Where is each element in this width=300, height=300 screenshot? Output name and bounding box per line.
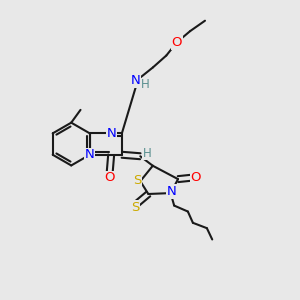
Text: N: N	[166, 185, 176, 198]
Text: N: N	[131, 74, 141, 87]
Text: H: H	[141, 78, 150, 91]
Text: H: H	[142, 147, 151, 160]
Text: N: N	[106, 127, 116, 140]
Text: O: O	[172, 36, 182, 49]
Text: N: N	[85, 148, 94, 161]
Text: O: O	[104, 171, 115, 184]
Text: S: S	[131, 201, 140, 214]
Text: S: S	[133, 174, 142, 187]
Text: O: O	[190, 170, 201, 184]
